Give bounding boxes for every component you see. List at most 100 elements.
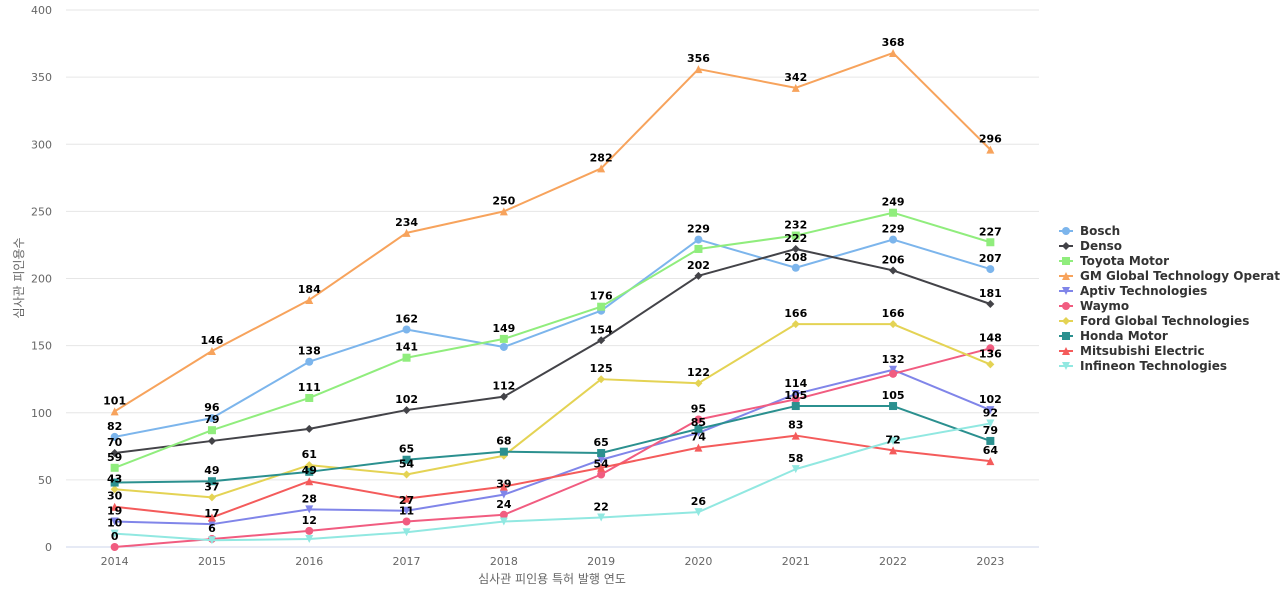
data-point[interactable] bbox=[499, 334, 508, 343]
data-point[interactable] bbox=[402, 455, 411, 464]
legend-item[interactable]: Denso bbox=[1059, 239, 1122, 253]
data-point[interactable] bbox=[305, 505, 314, 514]
data-point[interactable] bbox=[889, 365, 898, 374]
data-point[interactable] bbox=[402, 325, 411, 334]
data-point[interactable] bbox=[597, 513, 606, 522]
data-point[interactable] bbox=[207, 477, 216, 486]
data-point[interactable] bbox=[402, 528, 411, 537]
series-line[interactable] bbox=[114, 347, 991, 548]
data-point[interactable] bbox=[986, 419, 995, 428]
data-point[interactable] bbox=[694, 235, 703, 244]
legend-item[interactable]: Bosch bbox=[1059, 224, 1120, 238]
data-point[interactable] bbox=[402, 517, 411, 526]
data-point[interactable] bbox=[889, 436, 898, 445]
data-point[interactable] bbox=[499, 207, 508, 216]
data-point[interactable] bbox=[694, 415, 703, 424]
data-point[interactable] bbox=[986, 360, 995, 369]
data-point[interactable] bbox=[597, 455, 606, 464]
data-point[interactable] bbox=[791, 320, 800, 329]
legend-item[interactable]: Honda Motor bbox=[1059, 329, 1168, 343]
legend-marker[interactable] bbox=[1062, 317, 1070, 325]
data-point[interactable] bbox=[889, 208, 898, 217]
legend-marker[interactable] bbox=[1062, 227, 1070, 235]
data-point[interactable] bbox=[791, 431, 800, 440]
legend-item[interactable]: GM Global Technology Operat... bbox=[1059, 269, 1280, 283]
data-point[interactable] bbox=[207, 426, 216, 435]
data-point[interactable] bbox=[597, 164, 606, 173]
data-point[interactable] bbox=[402, 228, 411, 237]
data-point[interactable] bbox=[402, 406, 411, 415]
data-point[interactable] bbox=[694, 508, 703, 517]
data-point[interactable] bbox=[305, 467, 314, 476]
data-point[interactable] bbox=[694, 65, 703, 74]
data-point[interactable] bbox=[986, 406, 995, 415]
legend-marker[interactable] bbox=[1062, 302, 1070, 310]
data-point[interactable] bbox=[694, 271, 703, 280]
data-point[interactable] bbox=[986, 436, 995, 445]
data-point[interactable] bbox=[986, 238, 995, 247]
data-point[interactable] bbox=[694, 244, 703, 253]
data-point[interactable] bbox=[207, 493, 216, 502]
data-point[interactable] bbox=[889, 402, 898, 411]
data-point[interactable] bbox=[207, 513, 216, 522]
data-point[interactable] bbox=[986, 344, 995, 353]
data-point[interactable] bbox=[499, 517, 508, 526]
data-point[interactable] bbox=[110, 517, 119, 526]
data-point[interactable] bbox=[207, 346, 216, 355]
data-point[interactable] bbox=[597, 470, 606, 479]
data-point[interactable] bbox=[402, 506, 411, 515]
data-point[interactable] bbox=[402, 353, 411, 362]
data-point[interactable] bbox=[791, 395, 800, 404]
legend-item[interactable]: Aptiv Technologies bbox=[1059, 284, 1207, 298]
data-point[interactable] bbox=[499, 392, 508, 401]
data-point[interactable] bbox=[791, 389, 800, 398]
data-point[interactable] bbox=[889, 266, 898, 275]
data-point[interactable] bbox=[499, 342, 508, 351]
data-point[interactable] bbox=[499, 490, 508, 499]
series-line[interactable] bbox=[114, 434, 991, 519]
data-point[interactable] bbox=[499, 447, 508, 456]
data-point[interactable] bbox=[889, 235, 898, 244]
legend-item[interactable]: Toyota Motor bbox=[1059, 254, 1169, 268]
data-point[interactable] bbox=[791, 465, 800, 474]
data-point[interactable] bbox=[305, 295, 314, 304]
data-point[interactable] bbox=[110, 478, 119, 487]
data-point[interactable] bbox=[694, 424, 703, 433]
series-line[interactable] bbox=[114, 405, 991, 484]
data-point[interactable] bbox=[110, 449, 119, 458]
data-point[interactable] bbox=[402, 470, 411, 479]
legend-marker[interactable] bbox=[1062, 272, 1070, 280]
legend-marker[interactable] bbox=[1062, 257, 1070, 265]
data-point[interactable] bbox=[110, 485, 119, 494]
data-point[interactable] bbox=[597, 449, 606, 458]
data-point[interactable] bbox=[694, 379, 703, 388]
legend-marker[interactable] bbox=[1062, 362, 1070, 370]
data-point[interactable] bbox=[110, 502, 119, 511]
series-line[interactable] bbox=[114, 323, 991, 499]
data-point[interactable] bbox=[305, 534, 314, 543]
legend-marker[interactable] bbox=[1062, 242, 1070, 250]
legend-marker[interactable] bbox=[1062, 287, 1070, 295]
series-line[interactable] bbox=[114, 422, 991, 542]
data-point[interactable] bbox=[986, 265, 995, 274]
data-point[interactable] bbox=[305, 461, 314, 470]
data-point[interactable] bbox=[597, 375, 606, 384]
data-point[interactable] bbox=[402, 494, 411, 503]
legend-item[interactable]: Ford Global Technologies bbox=[1059, 314, 1249, 328]
series-line[interactable] bbox=[114, 51, 992, 413]
data-point[interactable] bbox=[207, 414, 216, 423]
legend-marker[interactable] bbox=[1062, 332, 1070, 340]
data-point[interactable] bbox=[110, 529, 119, 538]
data-point[interactable] bbox=[207, 436, 216, 445]
data-point[interactable] bbox=[986, 145, 995, 154]
data-point[interactable] bbox=[305, 393, 314, 402]
data-point[interactable] bbox=[110, 432, 119, 441]
data-point[interactable] bbox=[110, 543, 119, 551]
data-point[interactable] bbox=[791, 263, 800, 272]
data-point[interactable] bbox=[305, 357, 314, 366]
data-point[interactable] bbox=[597, 463, 606, 472]
data-point[interactable] bbox=[694, 443, 703, 452]
data-point[interactable] bbox=[305, 424, 314, 433]
data-point[interactable] bbox=[110, 463, 119, 472]
data-point[interactable] bbox=[791, 231, 800, 240]
